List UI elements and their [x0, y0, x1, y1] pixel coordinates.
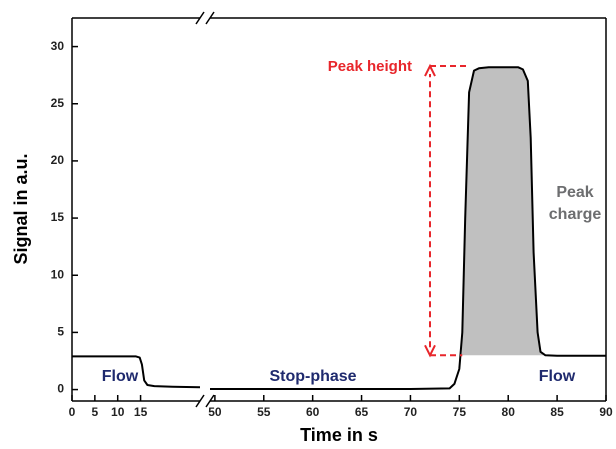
y-tick-label: 20	[51, 153, 65, 167]
x-tick-label: 85	[550, 405, 564, 419]
annotation: Stop-phase	[269, 368, 356, 385]
axis-frame	[71, 11, 607, 408]
y-tick-label: 25	[51, 96, 65, 110]
x-tick-label: 75	[453, 405, 467, 419]
arrow-head	[424, 344, 436, 358]
annotation: Flow	[102, 368, 139, 385]
y-axis-title: Signal in a.u.	[11, 153, 31, 264]
x-tick-label: 55	[257, 405, 271, 419]
x-tick-label: 80	[502, 405, 516, 419]
x-tick-label: 60	[306, 405, 320, 419]
signal-line	[210, 66, 606, 390]
annotation: Flow	[539, 368, 576, 385]
y-tick-label: 30	[51, 39, 65, 53]
x-tick-label: 65	[355, 405, 369, 419]
x-tick-label: 10	[111, 405, 125, 419]
annotation: Peak height	[328, 58, 412, 75]
peak-area	[461, 67, 544, 356]
x-tick-label: 70	[404, 405, 418, 419]
y-tick-label: 15	[51, 210, 65, 224]
y-tick-label: 10	[51, 267, 65, 281]
x-tick-label: 0	[69, 405, 76, 419]
x-tick-label: 90	[599, 405, 613, 419]
x-tick-label: 15	[134, 405, 148, 419]
x-tick-label: 50	[208, 405, 222, 419]
x-tick-label: 5	[92, 405, 99, 419]
y-tick-label: 0	[57, 382, 64, 396]
signal-line	[72, 355, 201, 389]
arrow-head	[424, 63, 436, 77]
annotation: Peak charge	[549, 184, 602, 223]
x-axis-title: Time in s	[300, 425, 378, 445]
y-tick-label: 5	[57, 325, 64, 339]
